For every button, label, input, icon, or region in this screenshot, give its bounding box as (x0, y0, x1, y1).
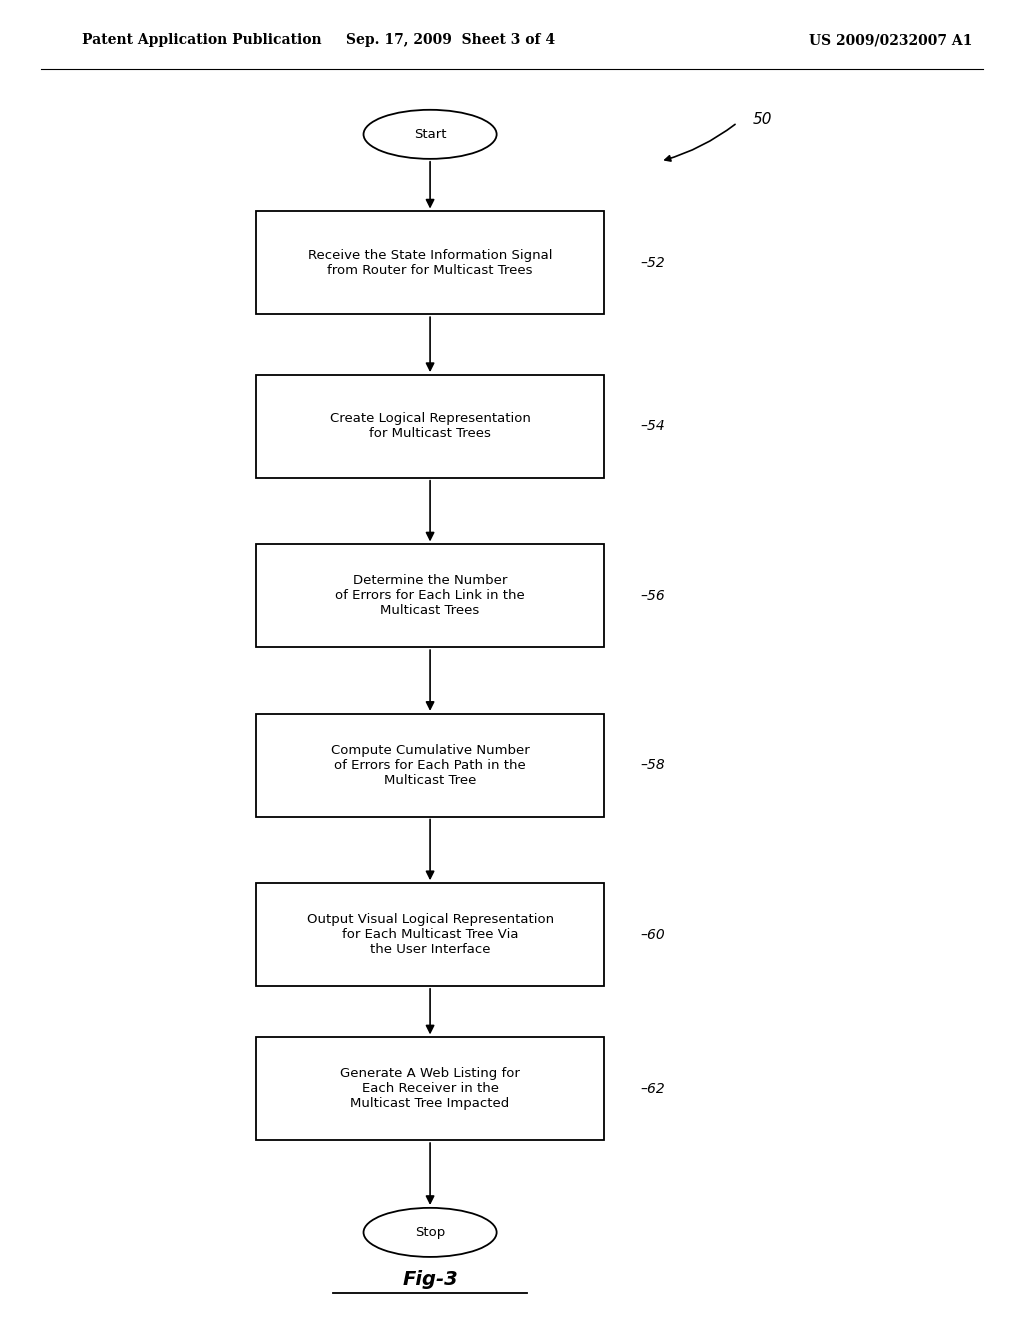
FancyBboxPatch shape (256, 211, 604, 314)
Text: –52: –52 (640, 256, 665, 269)
FancyBboxPatch shape (256, 1038, 604, 1140)
Text: –60: –60 (640, 928, 665, 941)
FancyBboxPatch shape (256, 883, 604, 986)
FancyBboxPatch shape (256, 544, 604, 647)
Text: 50: 50 (753, 112, 772, 127)
Text: Patent Application Publication: Patent Application Publication (82, 33, 322, 48)
Text: Output Visual Logical Representation
for Each Multicast Tree Via
the User Interf: Output Visual Logical Representation for… (306, 913, 554, 956)
Text: Stop: Stop (415, 1226, 445, 1239)
Text: Start: Start (414, 128, 446, 141)
Text: Compute Cumulative Number
of Errors for Each Path in the
Multicast Tree: Compute Cumulative Number of Errors for … (331, 743, 529, 787)
Text: Fig-3: Fig-3 (402, 1270, 458, 1288)
Text: Receive the State Information Signal
from Router for Multicast Trees: Receive the State Information Signal fro… (308, 249, 552, 277)
Text: –62: –62 (640, 1081, 665, 1096)
Text: Create Logical Representation
for Multicast Trees: Create Logical Representation for Multic… (330, 412, 530, 441)
FancyBboxPatch shape (256, 714, 604, 817)
Text: –58: –58 (640, 758, 665, 772)
Ellipse shape (364, 1208, 497, 1257)
Text: –54: –54 (640, 420, 665, 433)
Text: Determine the Number
of Errors for Each Link in the
Multicast Trees: Determine the Number of Errors for Each … (335, 574, 525, 618)
Ellipse shape (364, 110, 497, 158)
Text: Sep. 17, 2009  Sheet 3 of 4: Sep. 17, 2009 Sheet 3 of 4 (346, 33, 555, 48)
Text: –56: –56 (640, 589, 665, 603)
Text: US 2009/0232007 A1: US 2009/0232007 A1 (809, 33, 973, 48)
Text: Generate A Web Listing for
Each Receiver in the
Multicast Tree Impacted: Generate A Web Listing for Each Receiver… (340, 1067, 520, 1110)
FancyBboxPatch shape (256, 375, 604, 478)
